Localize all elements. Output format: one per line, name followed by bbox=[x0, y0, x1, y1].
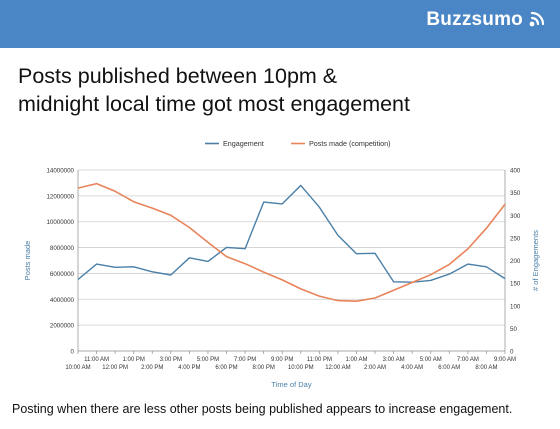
y-right-tick-label: 50 bbox=[510, 326, 517, 333]
x-tick-label: 12:00 PM bbox=[102, 365, 128, 371]
x-tick-label: 9:00 PM bbox=[271, 357, 293, 363]
y-left-axis-title: Posts made bbox=[23, 241, 32, 281]
y-left-tick-label: 6000000 bbox=[50, 271, 75, 278]
x-tick-label: 9:00 AM bbox=[494, 357, 516, 363]
x-tick-label: 4:00 PM bbox=[178, 365, 200, 371]
x-tick-label: 10:00 PM bbox=[288, 365, 314, 371]
x-tick-label: 5:00 PM bbox=[197, 357, 219, 363]
x-tick-label: 1:00 PM bbox=[123, 357, 145, 363]
x-tick-label: 1:00 AM bbox=[345, 357, 367, 363]
x-axis-title: Time of Day bbox=[271, 380, 311, 389]
signal-waves-icon bbox=[529, 11, 545, 27]
page-title-line-1: Posts published between 10pm & bbox=[18, 64, 338, 88]
y-right-tick-label: 250 bbox=[510, 235, 521, 242]
page-title: Posts published between 10pm & midnight … bbox=[18, 62, 548, 118]
x-tick-label: 11:00 PM bbox=[307, 357, 332, 363]
y-right-tick-label: 0 bbox=[510, 349, 514, 356]
x-tick-label: 8:00 PM bbox=[252, 365, 274, 371]
y-right-tick-label: 200 bbox=[510, 258, 521, 265]
legend-item-label: Posts made (competition) bbox=[309, 139, 391, 148]
y-right-tick-label: 150 bbox=[510, 281, 521, 288]
x-tick-label: 11:00 AM bbox=[84, 357, 109, 363]
header-banner: Buzzsumo bbox=[0, 0, 560, 48]
y-right-tick-label: 100 bbox=[510, 303, 521, 310]
x-tick-label: 10:00 AM bbox=[65, 365, 90, 371]
y-left-tick-label: 14000000 bbox=[46, 168, 74, 175]
legend-item-label: Engagement bbox=[223, 139, 264, 148]
brand-logo: Buzzsumo bbox=[426, 9, 546, 31]
y-left-tick-label: 2000000 bbox=[50, 323, 75, 330]
y-right-tick-label: 400 bbox=[510, 168, 521, 175]
footer-caption: Posting when there are less other posts … bbox=[12, 402, 513, 416]
x-tick-label: 3:00 PM bbox=[160, 357, 182, 363]
x-tick-label: 5:00 AM bbox=[420, 357, 442, 363]
x-tick-label: 3:00 AM bbox=[383, 357, 405, 363]
x-tick-label: 12:00 AM bbox=[325, 365, 350, 371]
y-left-tick-label: 10000000 bbox=[46, 219, 74, 226]
page-title-line-2: midnight local time got most engagement bbox=[18, 92, 410, 116]
series-line-posts-made bbox=[77, 182, 506, 302]
x-tick-label: 2:00 AM bbox=[364, 365, 386, 371]
x-tick-label: 2:00 PM bbox=[141, 365, 163, 371]
y-left-tick-label: 12000000 bbox=[46, 193, 74, 200]
x-tick-label: 4:00 AM bbox=[401, 365, 423, 371]
engagement-chart: 0 2000000 4000000 6000000 8000000 10000000 120… bbox=[23, 139, 540, 389]
y-left-tick-label: 4000000 bbox=[50, 297, 75, 304]
x-tick-label: 8:00 AM bbox=[475, 365, 497, 371]
brand-name: Buzzsumo bbox=[426, 9, 523, 30]
y-left-tick-label: 0 bbox=[71, 349, 75, 356]
y-left-tick-label: 8000000 bbox=[50, 245, 75, 252]
x-tick-label: 6:00 PM bbox=[215, 365, 237, 371]
x-tick-label: 7:00 AM bbox=[457, 357, 479, 363]
series-line-engagement bbox=[77, 184, 506, 283]
y-right-tick-label: 350 bbox=[510, 190, 521, 197]
x-tick-label: 7:00 PM bbox=[234, 357, 256, 363]
x-tick-label: 6:00 AM bbox=[438, 365, 460, 371]
y-right-tick-label: 300 bbox=[510, 213, 521, 220]
y-right-axis-title: # of Engagements bbox=[531, 230, 540, 291]
